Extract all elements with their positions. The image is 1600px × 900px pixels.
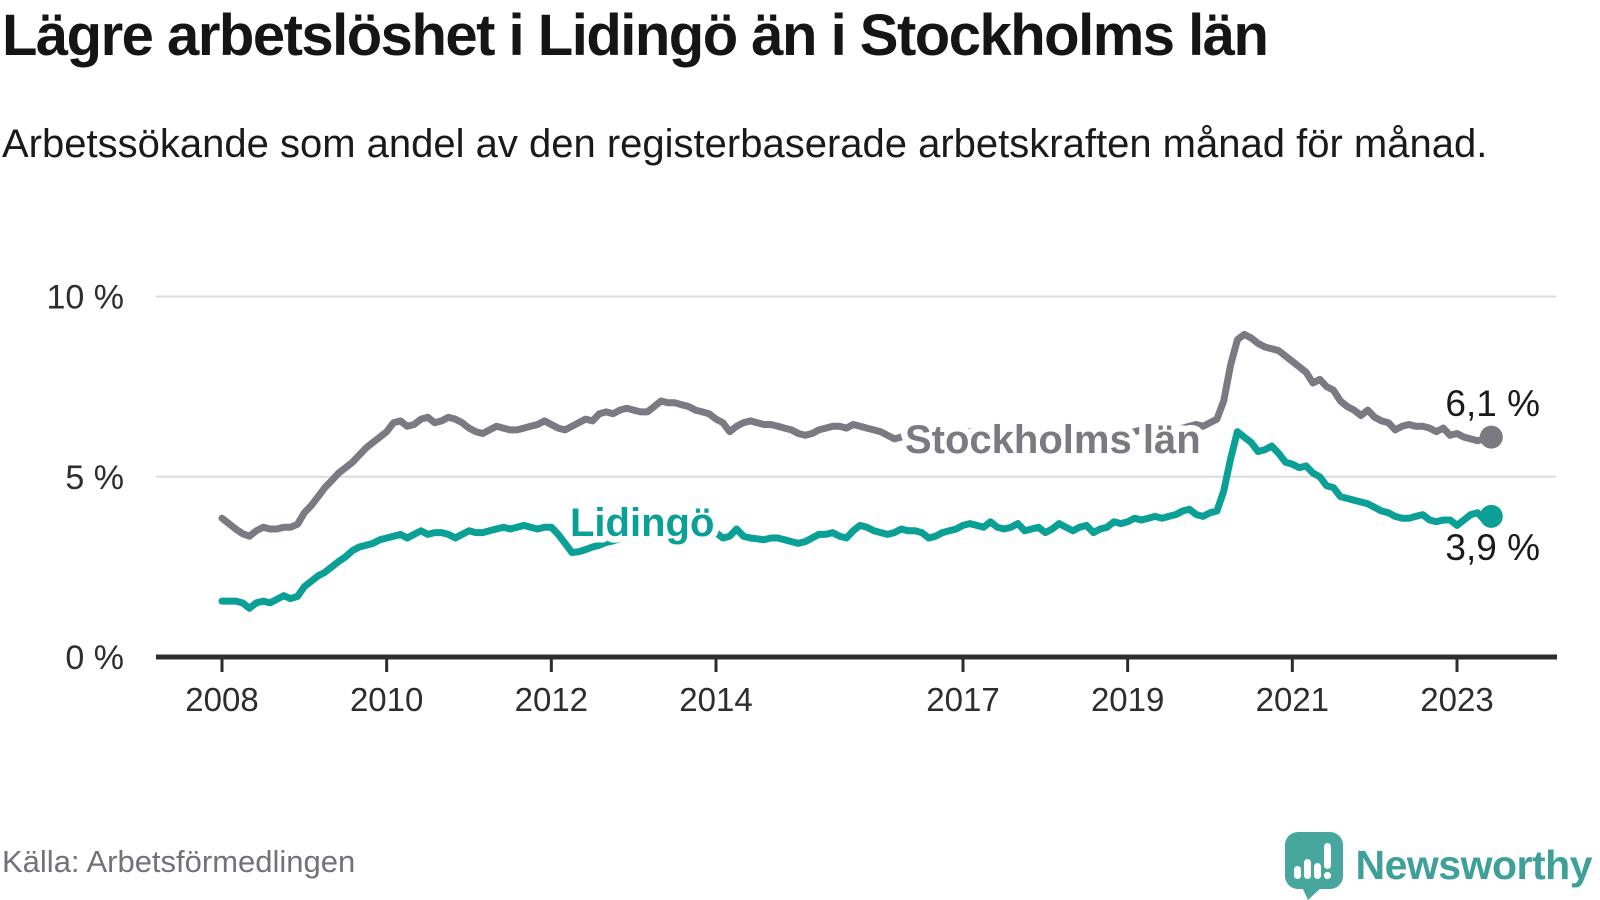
logo-bar-icon — [1293, 866, 1301, 879]
y-tick-label: 0 % — [65, 639, 124, 677]
x-tick-label: 2017 — [926, 681, 999, 718]
series-end-value-label: 6,1 % — [1445, 383, 1540, 424]
logo-bar-icon — [1303, 859, 1311, 879]
series-line-stockholms-lan — [218, 330, 1495, 540]
newsworthy-logo-icon — [1284, 832, 1343, 900]
series-line-lidingo — [218, 428, 1495, 612]
logo-bar-icon — [1313, 863, 1321, 879]
page-subtitle: Arbetssökande som andel av den registerb… — [2, 122, 1488, 166]
series-label: Lidingö — [570, 501, 714, 545]
y-tick-label: 5 % — [65, 459, 124, 497]
logo-bubble-tail — [1301, 887, 1322, 900]
page-title: Lägre arbetslöshet i Lidingö än i Stockh… — [2, 3, 1269, 68]
logo-exclamation-dot — [1323, 871, 1331, 880]
series-label: Stockholms län — [905, 418, 1201, 462]
x-tick-label: 2012 — [515, 681, 588, 718]
x-tick-label: 2023 — [1420, 681, 1493, 718]
brand-name: Newsworthy — [1355, 841, 1593, 888]
x-tick-label: 2014 — [679, 681, 752, 718]
logo-bubble — [1284, 832, 1343, 889]
series-end-dot — [1479, 504, 1503, 528]
x-tick-label: 2008 — [185, 681, 258, 718]
logo-exclamation-icon — [1323, 843, 1331, 869]
source-note: Källa: Arbetsförmedlingen — [2, 844, 356, 879]
x-tick-label: 2021 — [1256, 681, 1329, 718]
brand-lockup: Newsworthy — [1284, 828, 1593, 900]
x-tick-label: 2019 — [1091, 681, 1164, 718]
y-tick-label: 10 % — [47, 279, 125, 317]
x-tick-label: 2010 — [350, 681, 423, 718]
series-end-value-label: 3,9 % — [1445, 527, 1540, 568]
series-end-dot — [1479, 425, 1503, 449]
